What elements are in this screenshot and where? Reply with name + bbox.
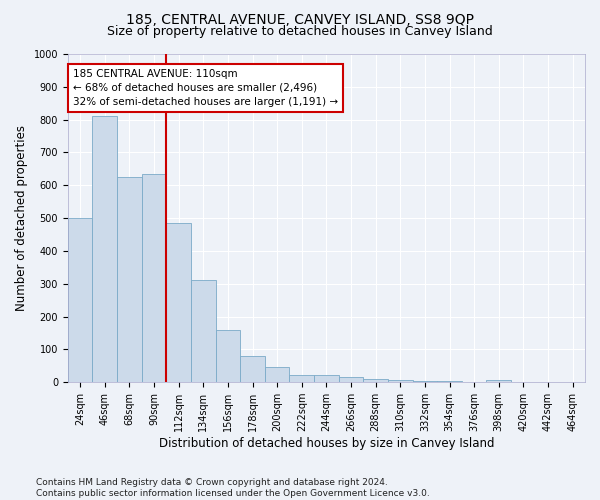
Bar [487,380,511,382]
Bar [142,174,166,382]
Bar [240,356,265,382]
Text: Contains HM Land Registry data © Crown copyright and database right 2024.
Contai: Contains HM Land Registry data © Crown c… [36,478,430,498]
Bar [215,330,240,382]
Bar [166,223,191,382]
Bar [388,380,413,382]
Bar [117,177,142,382]
Bar [364,379,388,382]
Text: 185 CENTRAL AVENUE: 110sqm
← 68% of detached houses are smaller (2,496)
32% of s: 185 CENTRAL AVENUE: 110sqm ← 68% of deta… [73,69,338,107]
Bar [413,380,437,382]
Bar [191,280,215,382]
Bar [265,368,289,382]
Y-axis label: Number of detached properties: Number of detached properties [15,125,28,311]
Bar [289,375,314,382]
Bar [92,116,117,382]
Bar [339,378,364,382]
Bar [314,375,339,382]
X-axis label: Distribution of detached houses by size in Canvey Island: Distribution of detached houses by size … [158,437,494,450]
Bar [68,218,92,382]
Text: 185, CENTRAL AVENUE, CANVEY ISLAND, SS8 9QP: 185, CENTRAL AVENUE, CANVEY ISLAND, SS8 … [126,12,474,26]
Bar [437,381,462,382]
Text: Size of property relative to detached houses in Canvey Island: Size of property relative to detached ho… [107,25,493,38]
